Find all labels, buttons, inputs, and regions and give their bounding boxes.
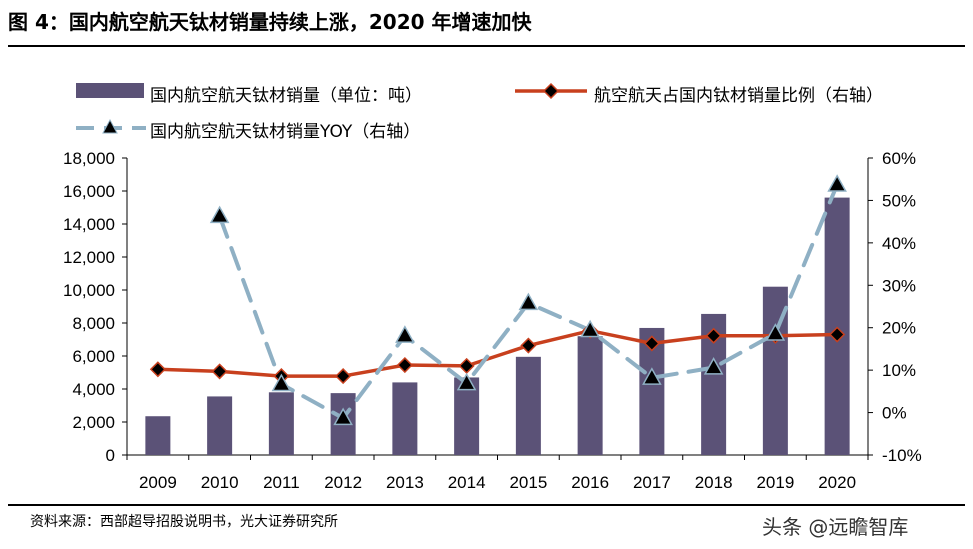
ratio-point [458, 357, 475, 374]
legend-label-yoy: 国内航空航天钛材销量YOY（右轴） [150, 122, 421, 142]
legend-marker-yoy [102, 118, 118, 134]
yoy-point [333, 407, 353, 426]
y-right-tick-label: -10% [882, 446, 922, 465]
yoy-point [209, 205, 230, 224]
x-tick-label: 2010 [201, 473, 239, 492]
y-right-tick-label: 0% [882, 404, 907, 423]
bar [515, 356, 541, 455]
y-right-tick-label: 40% [882, 234, 916, 253]
y-left-tick-label: 16,000 [63, 182, 115, 201]
yoy-point [827, 174, 847, 192]
ratio-point [335, 368, 352, 385]
x-tick-label: 2012 [324, 473, 362, 492]
yoy-point [271, 373, 292, 392]
ratio-point [829, 326, 846, 343]
bar [207, 396, 233, 455]
ratio-series-line [157, 328, 838, 378]
ratio-point [396, 356, 413, 374]
x-tick-label: 2013 [386, 473, 424, 492]
x-tick-label: 2009 [139, 473, 177, 492]
tick-labels: 0 2,000 4,000 6,000 8,000 10,000 12,000 14,000 1… [63, 149, 922, 492]
y-left-tick-label: 18,000 [63, 149, 115, 168]
footer-rule [8, 504, 965, 506]
legend-swatch-sales [76, 83, 144, 98]
x-tick-label: 2011 [263, 473, 300, 492]
y-right-tick-label: 60% [882, 149, 916, 168]
title-rule [8, 45, 965, 47]
y-left-tick-label: 12,000 [63, 248, 115, 267]
source-note: 资料来源：西部超导招股说明书，光大证券研究所 [30, 514, 338, 530]
legend-swatches [76, 82, 587, 134]
lines [157, 182, 840, 421]
bar [145, 416, 171, 455]
markers [149, 174, 847, 426]
bar [577, 336, 603, 455]
x-tick-label: 2017 [633, 473, 671, 492]
watermark: 头条 @远瞻智库 [762, 515, 909, 539]
y-right-tick-label: 30% [882, 276, 916, 295]
y-left-tick-label: 10,000 [63, 281, 115, 300]
y-left-tick-label: 8,000 [72, 314, 115, 333]
bar [454, 377, 480, 455]
yoy-point [765, 323, 786, 341]
x-tick-label: 2018 [695, 473, 733, 492]
bar [824, 197, 850, 455]
legend-label-sales: 国内航空航天钛材销量（单位：吨） [150, 86, 422, 106]
bar [392, 382, 418, 455]
figure-title: 图 4：国内航空航天钛材销量持续上涨，2020 年增速加快 [8, 10, 532, 34]
y-left-tick-label: 4,000 [72, 380, 115, 399]
y-right-tick-label: 50% [882, 191, 916, 210]
y-left-tick-label: 2,000 [72, 413, 115, 432]
yoy-point [456, 372, 477, 391]
yoy-point [395, 325, 415, 343]
yoy-point [580, 319, 600, 338]
x-tick-label: 2015 [509, 473, 547, 492]
ratio-point [520, 337, 537, 354]
y-left-tick-label: 0 [106, 446, 115, 465]
axes [122, 157, 873, 460]
ratio-point [705, 327, 722, 344]
yoy-point [703, 357, 724, 375]
ratio-point [211, 363, 228, 380]
bar [268, 392, 294, 455]
ratio-point [643, 335, 660, 352]
x-tick-label: 2019 [756, 473, 794, 492]
x-tick-label: 2014 [448, 473, 486, 492]
x-tick-label: 2020 [818, 473, 856, 492]
y-right-tick-label: 20% [882, 319, 916, 338]
bars [145, 197, 850, 455]
legend-label-ratio: 航空航天占国内钛材销量比例（右轴） [594, 86, 883, 106]
ratio-point [149, 361, 166, 378]
legend-marker-ratio [542, 82, 560, 100]
x-tick-label: 2016 [571, 473, 609, 492]
y-right-tick-label: 10% [882, 361, 916, 380]
y-left-tick-label: 14,000 [63, 215, 115, 234]
yoy-point [642, 367, 662, 385]
yoy-point [518, 292, 539, 311]
y-left-tick-label: 6,000 [72, 347, 115, 366]
